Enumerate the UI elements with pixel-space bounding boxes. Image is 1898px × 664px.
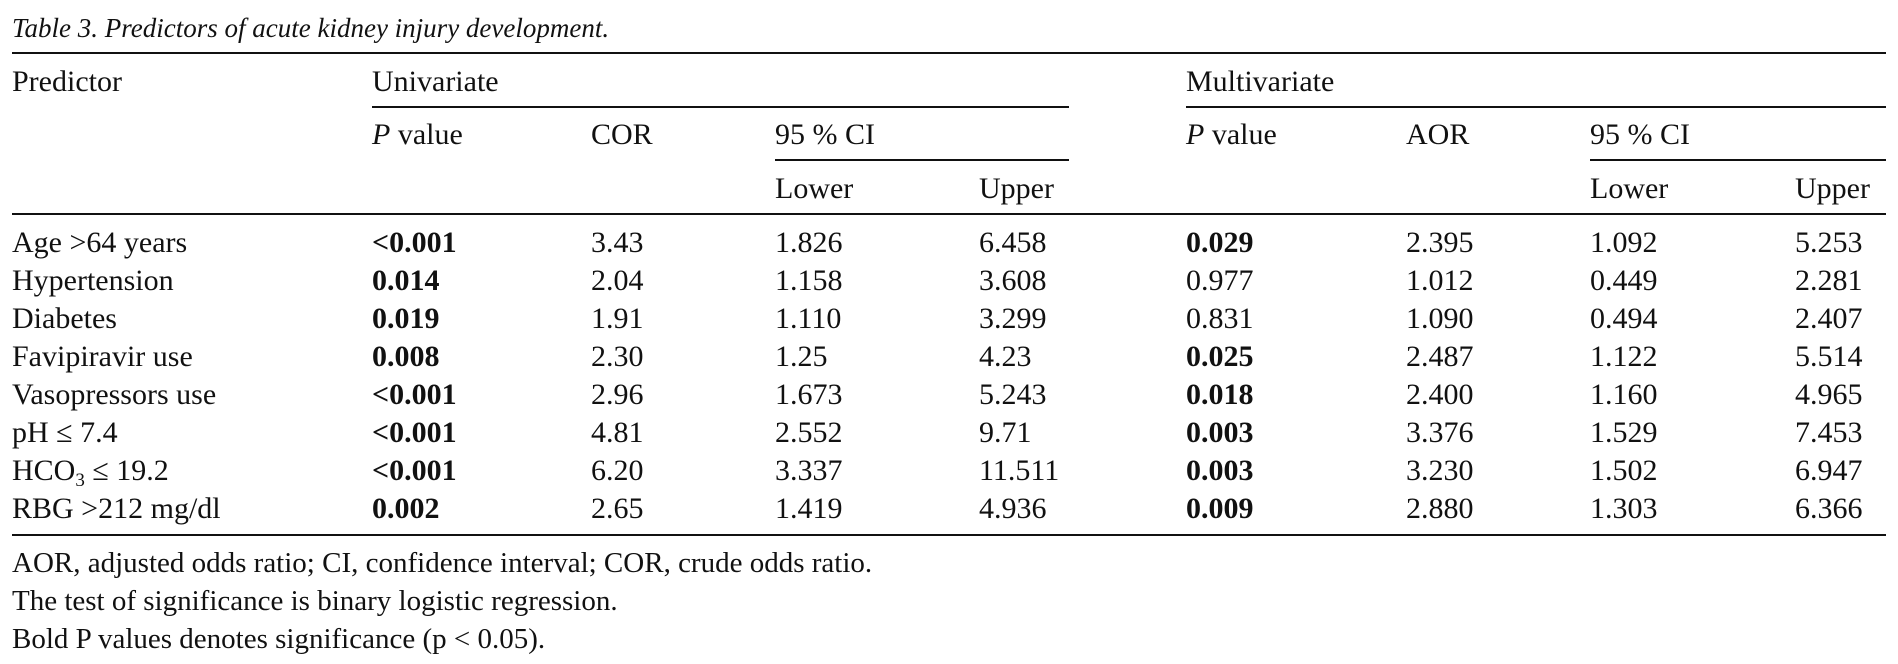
table-bottom-rule (12, 534, 1886, 536)
univariate-p-cell: 0.008 (372, 340, 440, 373)
predictor-cell: pH ≤ 7.4 (12, 416, 118, 449)
univariate-p-cell: 0.014 (372, 264, 440, 297)
predictor-cell: Vasopressors use (12, 378, 217, 411)
header-aor: AOR (1406, 118, 1470, 151)
aor-cell: 2.880 (1406, 492, 1474, 525)
footnote-abbreviations: AOR, adjusted odds ratio; CI, confidence… (12, 547, 873, 579)
multivariate-upper-cell: 6.366 (1795, 492, 1863, 525)
univariate-lower-cell: 1.826 (775, 226, 843, 259)
header-univariate-lower: Lower (775, 172, 854, 205)
aor-cell: 2.487 (1406, 340, 1474, 373)
univariate-upper-cell: 4.936 (979, 492, 1047, 525)
univariate-upper-cell: 4.23 (979, 340, 1032, 373)
multivariate-p-cell: 0.977 (1186, 264, 1254, 297)
cor-cell: 2.04 (591, 264, 644, 297)
univariate-lower-cell: 3.337 (775, 454, 843, 487)
header-univariate-upper: Upper (979, 172, 1054, 205)
aor-cell: 2.395 (1406, 226, 1474, 259)
multivariate-lower-cell: 1.502 (1590, 454, 1658, 487)
multivariate-p-cell: 0.029 (1186, 226, 1254, 259)
header-multivariate: Multivariate (1186, 65, 1335, 98)
cor-cell: 4.81 (591, 416, 644, 449)
predictor-cell: Diabetes (12, 302, 117, 335)
predictor-cell: Favipiravir use (12, 340, 193, 373)
univariate-upper-cell: 5.243 (979, 378, 1047, 411)
multivariate-upper-cell: 5.514 (1795, 340, 1863, 373)
aor-cell: 2.400 (1406, 378, 1474, 411)
header-multivariate-upper: Upper (1795, 172, 1870, 205)
header-predictor: Predictor (12, 65, 122, 98)
header-univariate-ci: 95 % CI (775, 118, 875, 151)
aor-cell: 3.376 (1406, 416, 1474, 449)
multivariate-upper-cell: 4.965 (1795, 378, 1863, 411)
header-cor: COR (591, 118, 653, 151)
multivariate-upper-cell: 5.253 (1795, 226, 1863, 259)
multivariate-upper-cell: 7.453 (1795, 416, 1863, 449)
multivariate-upper-cell: 2.407 (1795, 302, 1863, 335)
univariate-ci-rule (775, 159, 1069, 161)
cor-cell: 2.65 (591, 492, 644, 525)
aor-cell: 1.090 (1406, 302, 1474, 335)
aor-cell: 1.012 (1406, 264, 1474, 297)
predictor-cell: Hypertension (12, 264, 174, 297)
header-univariate-p-value: P value (372, 118, 463, 151)
header-multivariate-lower: Lower (1590, 172, 1669, 205)
cor-cell: 3.43 (591, 226, 644, 259)
multivariate-lower-cell: 1.529 (1590, 416, 1658, 449)
multivariate-p-cell: 0.018 (1186, 378, 1254, 411)
univariate-upper-cell: 3.608 (979, 264, 1047, 297)
multivariate-p-cell: 0.009 (1186, 492, 1254, 525)
cor-cell: 2.96 (591, 378, 644, 411)
cor-cell: 1.91 (591, 302, 644, 335)
multivariate-p-cell: 0.003 (1186, 454, 1254, 487)
predictor-cell: HCO3 ≤ 19.2 (12, 454, 169, 491)
multivariate-lower-cell: 1.122 (1590, 340, 1658, 373)
multivariate-lower-cell: 0.494 (1590, 302, 1658, 335)
cor-cell: 6.20 (591, 454, 644, 487)
multivariate-p-cell: 0.831 (1186, 302, 1254, 335)
univariate-lower-cell: 1.110 (775, 302, 842, 335)
predictor-cell: RBG >212 mg/dl (12, 492, 221, 525)
predictor-cell: Age >64 years (12, 226, 188, 259)
multivariate-lower-cell: 1.160 (1590, 378, 1658, 411)
top-rule (12, 52, 1886, 54)
univariate-p-cell: 0.019 (372, 302, 440, 335)
cor-cell: 2.30 (591, 340, 644, 373)
multivariate-ci-rule (1590, 159, 1886, 161)
univariate-upper-cell: 9.71 (979, 416, 1032, 449)
univariate-lower-cell: 2.552 (775, 416, 843, 449)
univariate-p-cell: <0.001 (372, 378, 457, 411)
univariate-upper-cell: 6.458 (979, 226, 1047, 259)
multivariate-p-cell: 0.025 (1186, 340, 1254, 373)
univariate-p-cell: 0.002 (372, 492, 440, 525)
multivariate-lower-cell: 1.092 (1590, 226, 1658, 259)
univariate-p-cell: <0.001 (372, 416, 457, 449)
multivariate-lower-cell: 1.303 (1590, 492, 1658, 525)
univariate-upper-cell: 11.511 (979, 454, 1060, 487)
multivariate-upper-cell: 6.947 (1795, 454, 1863, 487)
footnote-significance: Bold P values denotes significance (p < … (12, 623, 546, 655)
univariate-lower-cell: 1.673 (775, 378, 843, 411)
multivariate-upper-cell: 2.281 (1795, 264, 1863, 297)
univariate-upper-cell: 3.299 (979, 302, 1047, 335)
footnote-test: The test of significance is binary logis… (12, 585, 618, 617)
header-bottom-rule (12, 213, 1886, 215)
header-multivariate-p-value: P value (1186, 118, 1277, 151)
multivariate-lower-cell: 0.449 (1590, 264, 1658, 297)
header-multivariate-ci: 95 % CI (1590, 118, 1690, 151)
multivariate-p-cell: 0.003 (1186, 416, 1254, 449)
header-univariate: Univariate (372, 65, 499, 98)
table-caption: Table 3. Predictors of acute kidney inju… (12, 13, 610, 43)
multivariate-rule (1186, 106, 1886, 108)
univariate-lower-cell: 1.419 (775, 492, 843, 525)
univariate-lower-cell: 1.158 (775, 264, 843, 297)
univariate-p-cell: <0.001 (372, 226, 457, 259)
univariate-lower-cell: 1.25 (775, 340, 828, 373)
aor-cell: 3.230 (1406, 454, 1474, 487)
univariate-p-cell: <0.001 (372, 454, 457, 487)
univariate-rule (372, 106, 1069, 108)
